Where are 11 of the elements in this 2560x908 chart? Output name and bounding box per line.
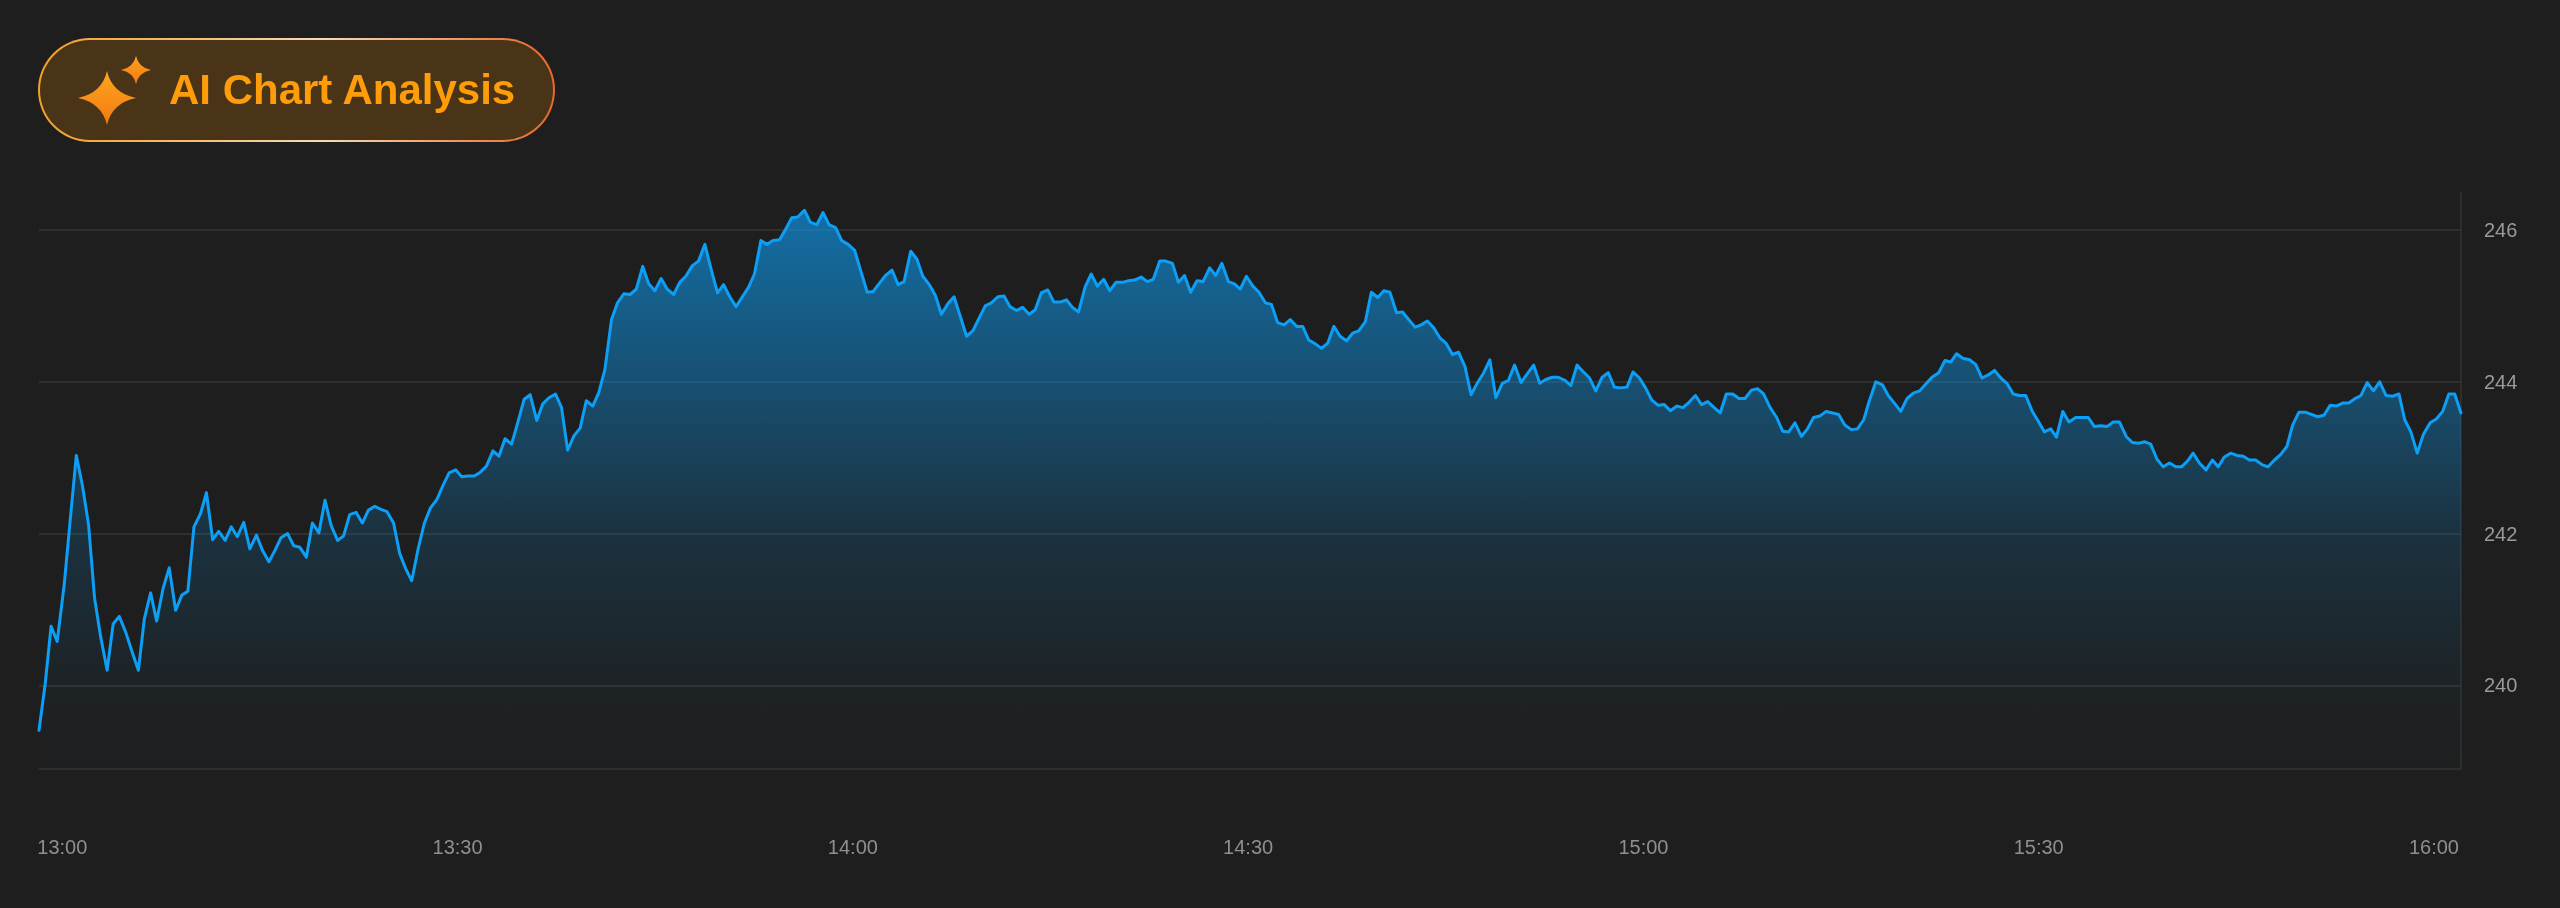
x-tick-label: 15:00 bbox=[1618, 836, 1669, 858]
x-tick-label: 15:30 bbox=[2013, 836, 2064, 858]
x-tick-label: 16:00 bbox=[2408, 836, 2459, 858]
y-tick-label: 240 bbox=[2484, 674, 2518, 697]
x-tick-label: 14:30 bbox=[1223, 836, 1274, 858]
y-tick-label: 246 bbox=[2484, 218, 2518, 241]
x-tick-label: 13:00 bbox=[37, 836, 88, 858]
y-tick-label: 242 bbox=[2484, 522, 2518, 545]
x-tick-label: 14:00 bbox=[827, 836, 878, 858]
y-tick-label: 244 bbox=[2484, 370, 2518, 393]
x-tick-label: 13:30 bbox=[432, 836, 483, 858]
